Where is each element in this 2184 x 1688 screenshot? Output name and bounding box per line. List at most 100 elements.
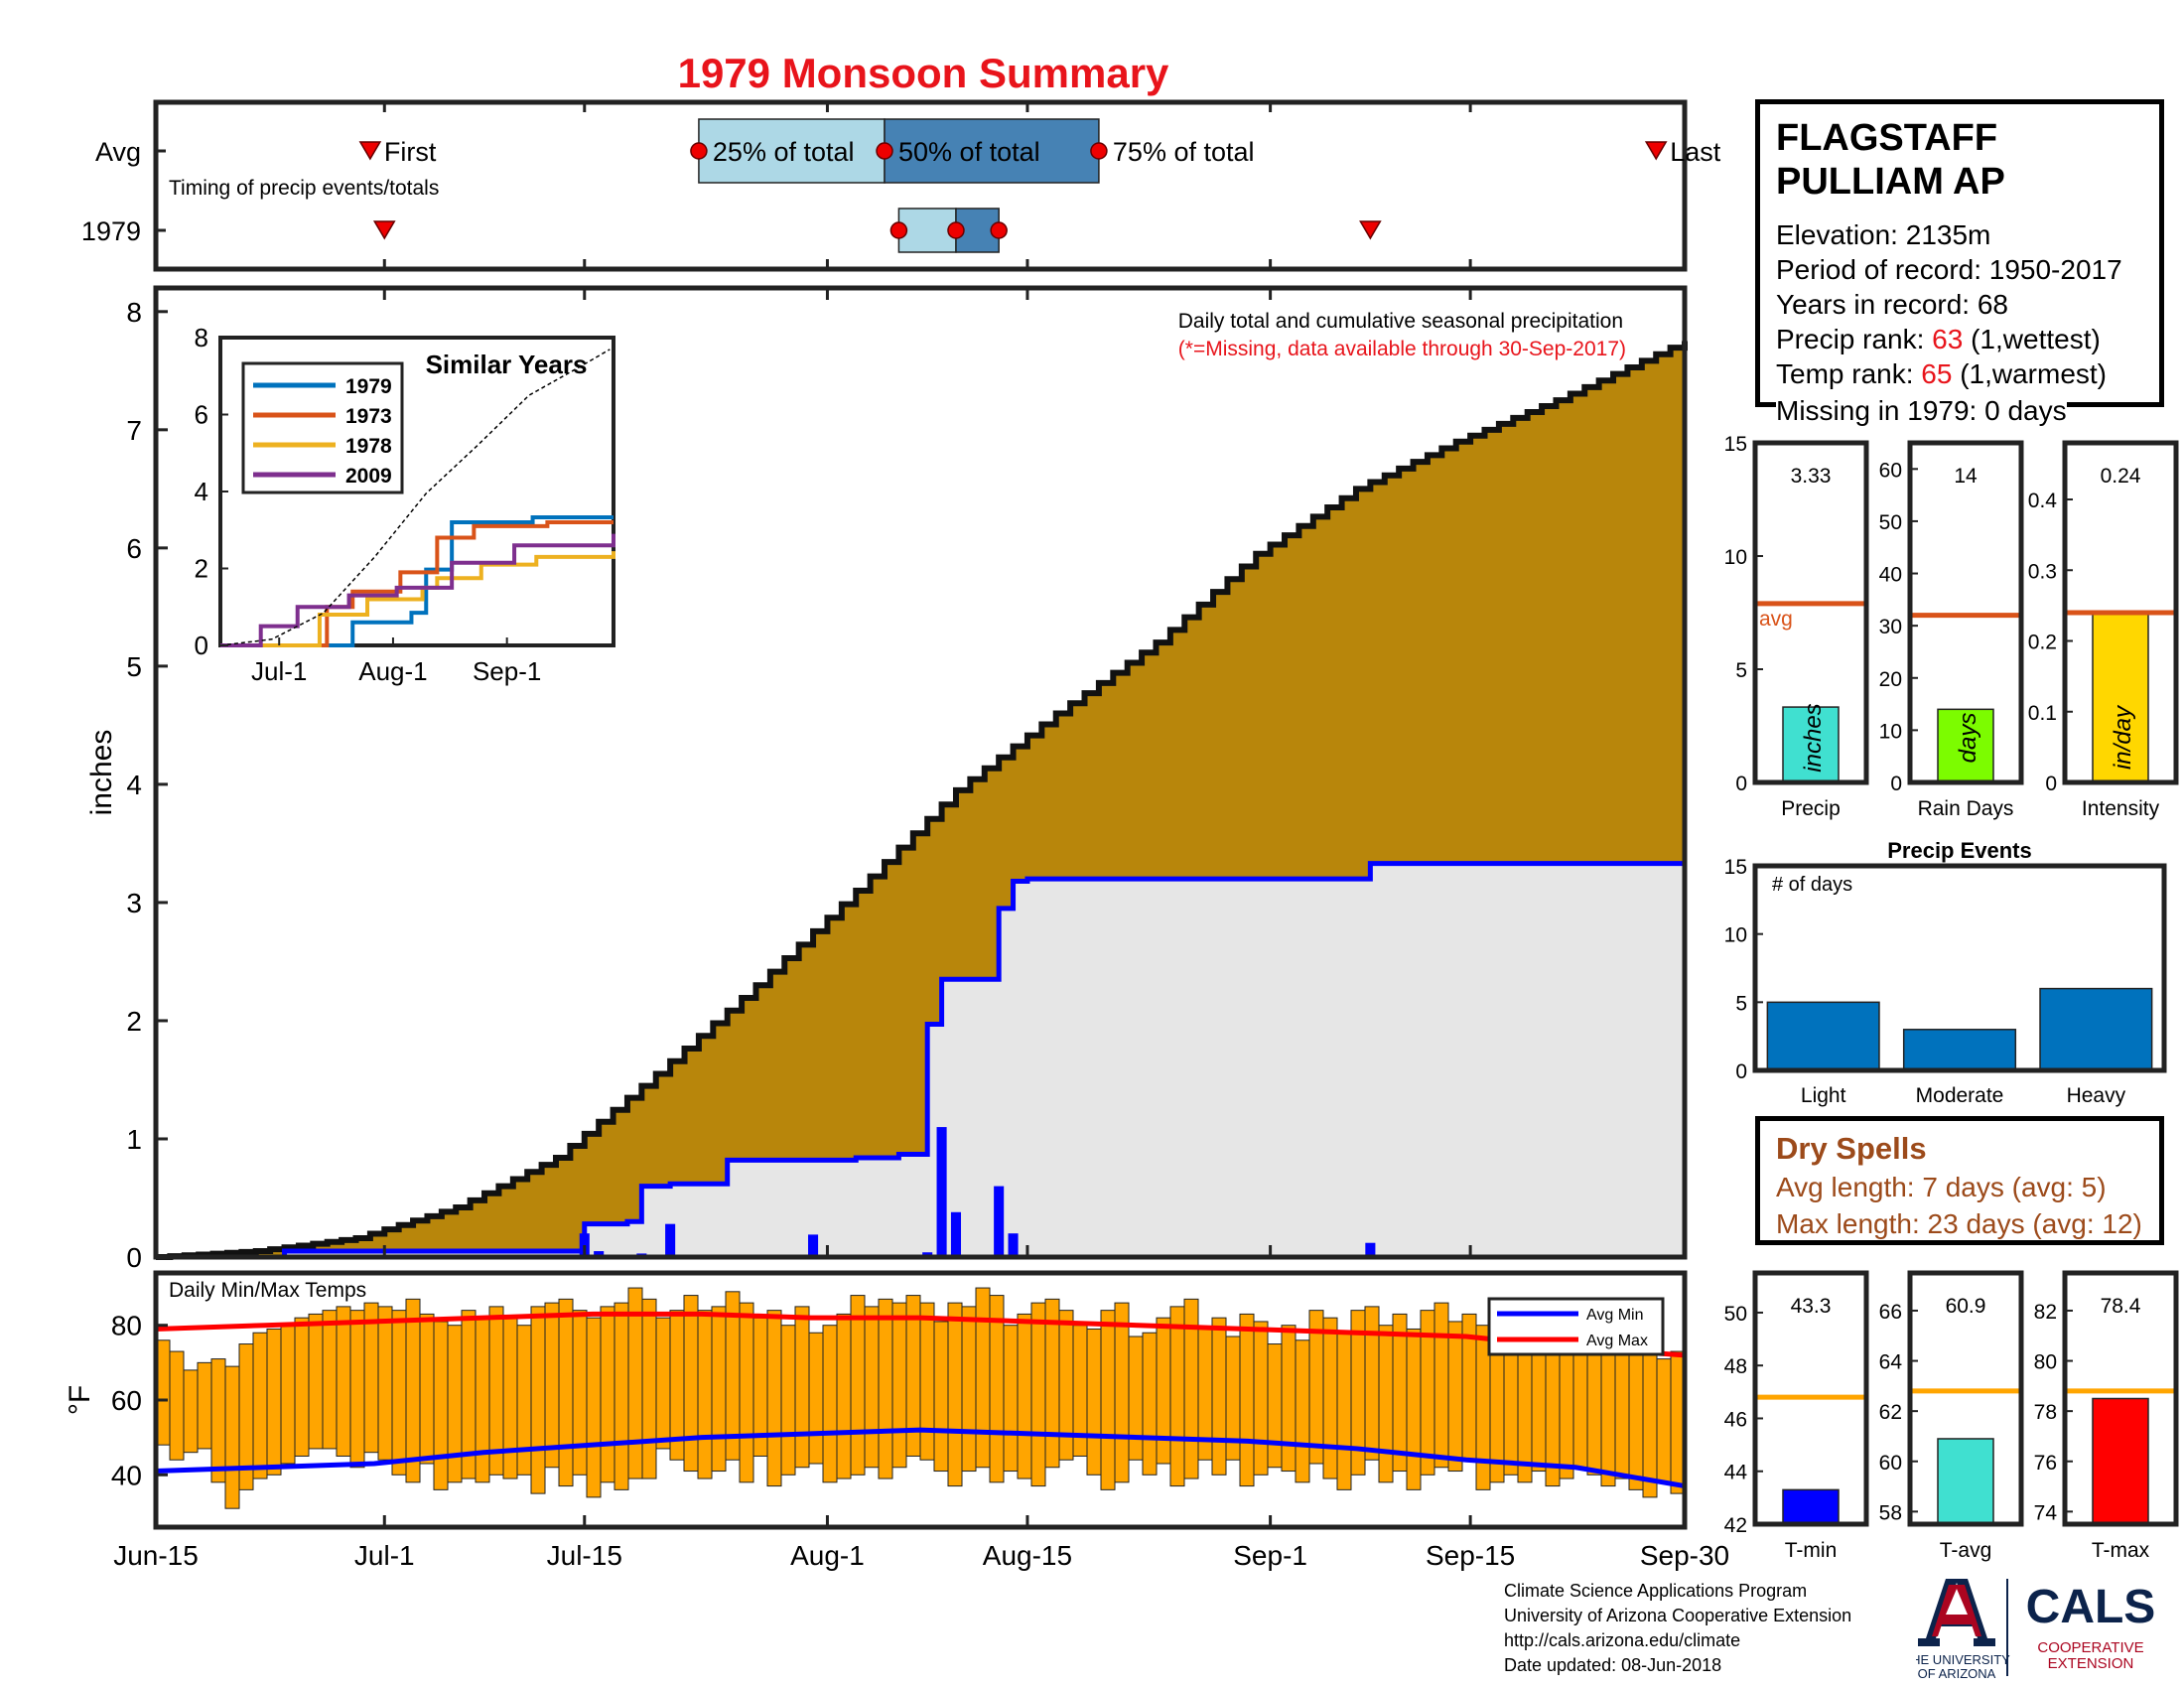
- daily-temp-range-bar: [1003, 1325, 1019, 1473]
- daily-temp-range-bar: [210, 1358, 226, 1483]
- inset-x-tick-label: Jul-1: [251, 656, 307, 686]
- daily-precip-bar: [994, 1186, 1005, 1257]
- daily-precip-bar: [936, 1127, 947, 1257]
- mini-panel-y-tick-label: 0.2: [2028, 632, 2057, 654]
- mini-panel-frame: [1907, 1270, 2024, 1527]
- inset-series-line-1973: [220, 520, 614, 647]
- mini-panel-avg-label: avg: [1759, 608, 1793, 631]
- inset-title: Similar Years: [426, 350, 588, 379]
- daily-temp-range-bar: [252, 1332, 268, 1479]
- daily-temp-range-bar: [1614, 1343, 1630, 1479]
- daily-temp-range-bar: [349, 1310, 365, 1469]
- station-elevation: Elevation: 2135m: [1776, 219, 1991, 250]
- daily-temp-range-bar: [1239, 1313, 1255, 1487]
- credits-line1: Climate Science Applications Program: [1504, 1581, 1808, 1601]
- temp-rank: Temp rank: 65 (1,warmest): [1776, 356, 2143, 391]
- daily-temp-range-bar: [544, 1302, 560, 1469]
- events-y-tick-label: 0: [1735, 1060, 1747, 1083]
- timing-panel: Avg 1979 Timing of precip events/totals 25%…: [81, 99, 1721, 272]
- mini-panel-title: Precip: [1781, 797, 1841, 820]
- logos: THE UNIVERSITY OF ARIZONA CALS COOPERATI…: [1916, 1579, 2155, 1680]
- precip-rank-note: (1,wettest): [1963, 324, 2101, 354]
- daily-temp-range-bar: [711, 1306, 727, 1473]
- precip-y-tick-label: 1: [126, 1124, 142, 1155]
- daily-temp-range-bar: [1086, 1328, 1102, 1476]
- inset-series-line-1979: [220, 514, 614, 647]
- mini-panel-t-min: 42 44 46 48 50 43.3 T-min: [1724, 1270, 1869, 1562]
- timing-year-first-marker: [372, 220, 396, 240]
- avg-cumulative-outline: [156, 341, 1688, 1260]
- precip-panel-title: Daily total and cumulative seasonal prec…: [1178, 310, 1623, 333]
- daily-temp-range-bar: [1392, 1313, 1408, 1473]
- daily-temp-range-bar: [1656, 1358, 1672, 1483]
- mini-panel-value-label: 3.33: [1791, 465, 1832, 488]
- mini-panel-y-tick-label: 78: [2034, 1401, 2057, 1424]
- mini-panel-precip: 0 5 10 15 3.33 Precip inches avg: [1724, 433, 1869, 820]
- mini-panel-y-tick-label: 15: [1724, 433, 1747, 456]
- x-tick-label: Sep-1: [1233, 1540, 1307, 1571]
- events-y-tick-label: 10: [1724, 924, 1747, 947]
- temp-legend-box: [1487, 1297, 1665, 1356]
- temp-y-axis-label: °F: [64, 1385, 96, 1415]
- timing-25-label: 25% of total: [713, 137, 855, 167]
- mini-panel-y-tick-label: 44: [1724, 1462, 1748, 1484]
- events-y-inside-label: # of days: [1772, 874, 1852, 896]
- mini-panel-y-tick-label: 62: [1879, 1401, 1902, 1424]
- daily-temp-range-bar: [766, 1310, 782, 1487]
- mini-panel-value-label: 78.4: [2101, 1295, 2141, 1318]
- dry-spells-max: Max length: 23 days (avg: 12): [1776, 1208, 2142, 1239]
- timing-avg-pct-marker-2: [876, 142, 893, 160]
- credits-line3: http://cals.arizona.edu/climate: [1504, 1630, 1741, 1650]
- timing-year-pct-marker-2: [947, 221, 965, 239]
- mini-panel-frame: [2062, 440, 2179, 785]
- mini-panel-value-label: 14: [1954, 465, 1978, 488]
- mini-panel-bar: [1782, 706, 1840, 783]
- daily-temp-range-bar: [864, 1306, 880, 1469]
- daily-temp-range-bar: [1156, 1317, 1171, 1465]
- precip-y-tick-label: 4: [126, 770, 142, 800]
- timing-avg-pct-marker-1: [690, 142, 708, 160]
- x-tick-label: Jun-15: [113, 1540, 199, 1571]
- timing-75-label: 75% of total: [1113, 137, 1255, 167]
- x-tick-label: Jul-15: [547, 1540, 622, 1571]
- events-category-label: Moderate: [1916, 1084, 2004, 1107]
- year-cumulative-fill: [156, 863, 1685, 1257]
- mini-panel-frame: [1752, 1270, 1869, 1527]
- mini-panel-value-label: 60.9: [1946, 1295, 1986, 1318]
- daily-temp-range-bar: [1642, 1336, 1658, 1498]
- ua-a-outer-icon: [1918, 1579, 1995, 1646]
- timing-year-last-marker: [1359, 220, 1382, 240]
- precip-panel-subtitle: (*=Missing, data available through 30-Se…: [1178, 338, 1626, 360]
- daily-temp-range-bar: [1600, 1336, 1616, 1487]
- daily-temp-range-bar: [1364, 1306, 1380, 1461]
- daily-temp-range-bar: [280, 1325, 296, 1465]
- daily-temp-range-bar: [614, 1302, 629, 1490]
- mini-panel-y-tick-label: 0: [1735, 773, 1747, 795]
- mini-panel-title: Rain Days: [1918, 797, 2014, 820]
- mini-panel-rain-days: 0 10 20 30 40 50 60 14 Rain Days days: [1879, 440, 2024, 820]
- mini-panel-y-tick-label: 0: [2045, 773, 2057, 795]
- mini-panel-y-tick-label: 50: [1724, 1303, 1747, 1326]
- daily-temp-range-bar: [197, 1361, 212, 1450]
- daily-temp-range-bar: [989, 1295, 1005, 1483]
- mini-panel-frame: [1752, 440, 1869, 785]
- daily-temp-range-bar: [683, 1295, 699, 1473]
- daily-temp-range-bar: [1128, 1336, 1144, 1461]
- events-bar: [2039, 987, 2153, 1071]
- daily-temp-range-bar: [850, 1295, 866, 1476]
- daily-temp-range-bar: [419, 1313, 435, 1465]
- dry-spells-title: Dry Spells: [1776, 1131, 1927, 1166]
- daily-temp-range-bar: [836, 1313, 852, 1479]
- cals-coop-line2: EXTENSION: [2048, 1655, 2134, 1672]
- timing-avg-last-marker: [1644, 141, 1668, 161]
- mini-panel-y-tick-label: 5: [1735, 659, 1747, 682]
- daily-temp-range-bar: [1253, 1321, 1269, 1476]
- mini-panel-title: T-avg: [1940, 1539, 1992, 1562]
- x-tick-label: Sep-15: [1426, 1540, 1515, 1571]
- station-info-box: FLAGSTAFF PULLIAM AP Elevation: 2135m Pe…: [1755, 99, 2164, 428]
- ua-a-inner-icon: [1932, 1585, 1981, 1636]
- daily-temp-range-bar: [1322, 1317, 1338, 1479]
- daily-temp-range-bar: [1267, 1343, 1283, 1469]
- timing-year-box-25-50: [897, 208, 957, 253]
